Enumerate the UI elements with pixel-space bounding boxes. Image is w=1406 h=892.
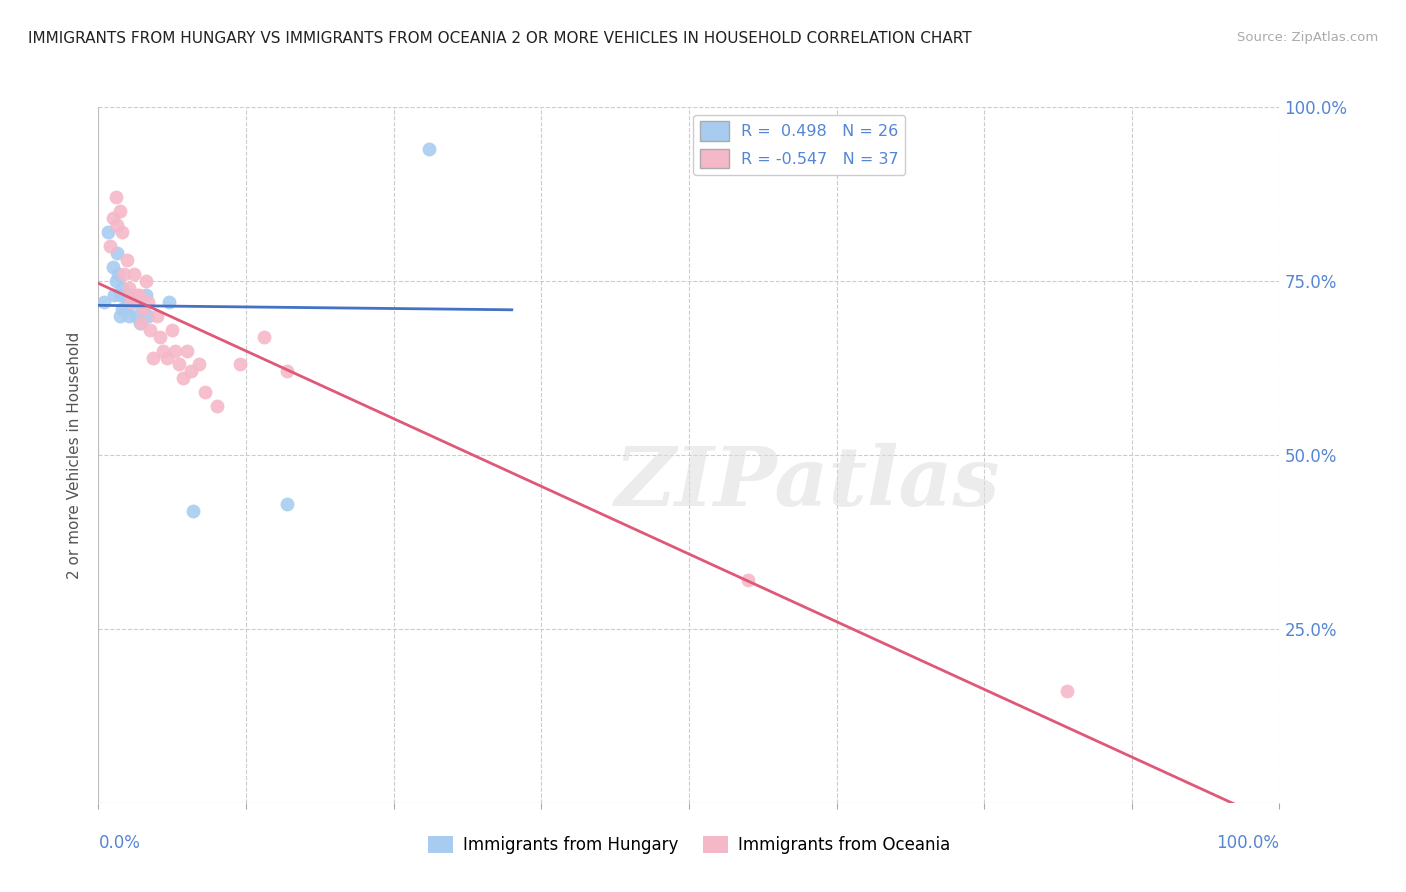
Point (128, 316, 150, 330)
Point (142, 351, 165, 365)
Point (98, 239, 121, 253)
Point (93, 294, 115, 309)
Point (139, 323, 162, 337)
Point (418, 142, 440, 156)
Point (128, 288, 150, 302)
Point (181, 503, 204, 517)
Point (167, 358, 190, 372)
Point (122, 294, 145, 309)
Point (105, 190, 128, 204)
Point (108, 288, 131, 302)
Point (146, 309, 169, 323)
Point (157, 294, 180, 309)
Point (114, 301, 136, 316)
Point (125, 309, 148, 323)
Point (135, 288, 157, 302)
Point (194, 385, 217, 400)
Point (105, 246, 128, 260)
Point (276, 364, 298, 378)
Point (101, 260, 124, 274)
Point (152, 343, 174, 358)
Point (276, 497, 298, 511)
Point (165, 343, 187, 358)
Point (121, 288, 143, 302)
Point (108, 204, 131, 219)
Point (129, 316, 152, 330)
Point (172, 371, 194, 385)
Y-axis label: 2 or more Vehicles in Household: 2 or more Vehicles in Household (67, 331, 83, 579)
Point (122, 267, 145, 281)
Point (160, 323, 183, 337)
Point (101, 211, 124, 226)
Point (135, 274, 157, 288)
Text: IMMIGRANTS FROM HUNGARY VS IMMIGRANTS FROM OCEANIA 2 OR MORE VEHICLES IN HOUSEHO: IMMIGRANTS FROM HUNGARY VS IMMIGRANTS FR… (28, 31, 972, 46)
Point (121, 294, 143, 309)
Point (108, 309, 131, 323)
Point (97, 225, 120, 239)
Point (229, 358, 252, 372)
Point (132, 301, 155, 316)
Point (205, 399, 228, 413)
Point (105, 219, 128, 233)
Text: ZIPatlas: ZIPatlas (614, 442, 1000, 523)
Point (176, 343, 198, 358)
Point (136, 294, 159, 309)
Point (136, 309, 159, 323)
Point (187, 358, 209, 372)
Point (111, 301, 134, 316)
Point (115, 253, 138, 268)
Point (149, 329, 172, 343)
Point (253, 329, 276, 343)
Text: Source: ZipAtlas.com: Source: ZipAtlas.com (1237, 31, 1378, 45)
Point (180, 364, 202, 378)
Point (107, 267, 129, 281)
Point (156, 351, 179, 365)
Point (118, 281, 141, 295)
Point (125, 288, 148, 302)
Point (117, 294, 139, 309)
Text: 0.0%: 0.0% (98, 834, 141, 852)
Point (111, 281, 134, 295)
Legend: Immigrants from Hungary, Immigrants from Oceania: Immigrants from Hungary, Immigrants from… (420, 829, 957, 861)
Point (1056, 684, 1078, 698)
Point (112, 288, 135, 302)
Point (112, 267, 135, 281)
Point (111, 225, 134, 239)
Point (105, 274, 128, 288)
Point (737, 573, 759, 587)
Point (132, 301, 155, 316)
Point (118, 309, 141, 323)
Text: 100.0%: 100.0% (1216, 834, 1279, 852)
Point (103, 288, 125, 302)
